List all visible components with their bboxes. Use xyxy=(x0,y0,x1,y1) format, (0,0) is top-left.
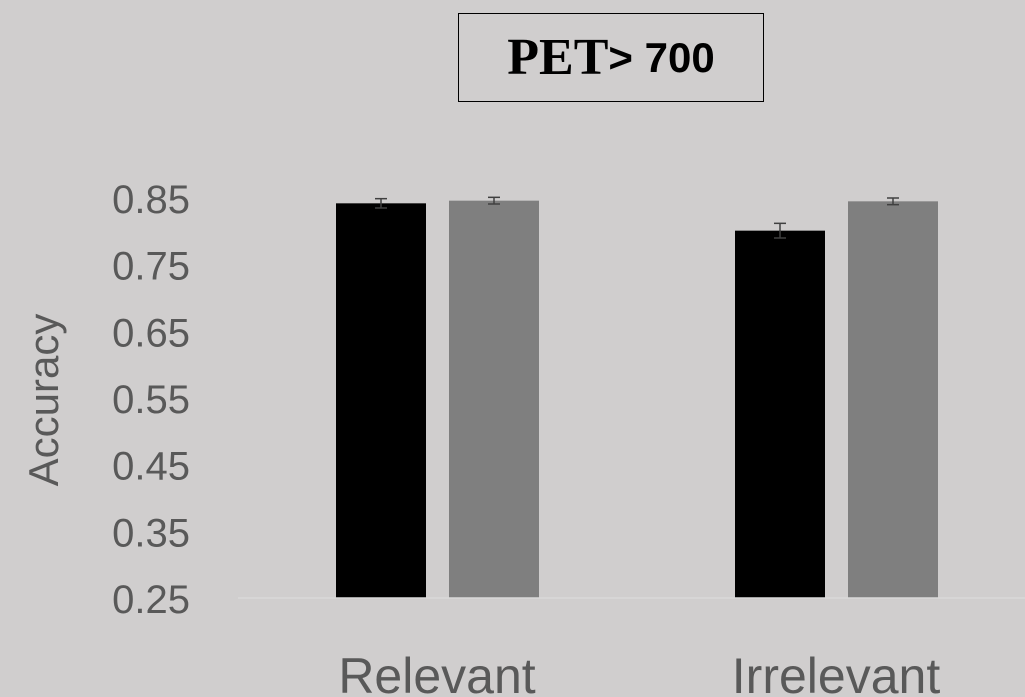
x-category-label: Relevant xyxy=(338,648,535,697)
chart-title-threshold: > 700 xyxy=(608,33,715,81)
x-axis-categories: Relevant Irrelevant xyxy=(338,648,940,697)
y-tick-label: 0.65 xyxy=(112,311,190,355)
y-tick-label: 0.25 xyxy=(112,578,190,622)
y-tick-label: 0.85 xyxy=(112,178,190,222)
error-bar xyxy=(774,222,786,239)
error-bar xyxy=(887,197,899,206)
y-axis-ticks: 0.85 0.75 0.65 0.55 0.45 0.35 0.25 xyxy=(112,178,190,622)
error-bar xyxy=(488,196,500,205)
error-bar xyxy=(375,197,387,209)
bar xyxy=(449,200,539,598)
y-tick-label: 0.55 xyxy=(112,378,190,422)
chart-title: PET > 700 xyxy=(458,13,764,102)
bar xyxy=(735,230,825,598)
bar xyxy=(336,203,426,599)
y-tick-label: 0.45 xyxy=(112,445,190,489)
y-axis-label: Accuracy xyxy=(20,314,67,487)
x-category-label: Irrelevant xyxy=(732,648,941,697)
bar xyxy=(848,201,938,599)
bars xyxy=(336,196,938,599)
chart-title-main: PET xyxy=(507,29,609,86)
y-tick-label: 0.75 xyxy=(112,245,190,289)
y-tick-label: 0.35 xyxy=(112,511,190,555)
